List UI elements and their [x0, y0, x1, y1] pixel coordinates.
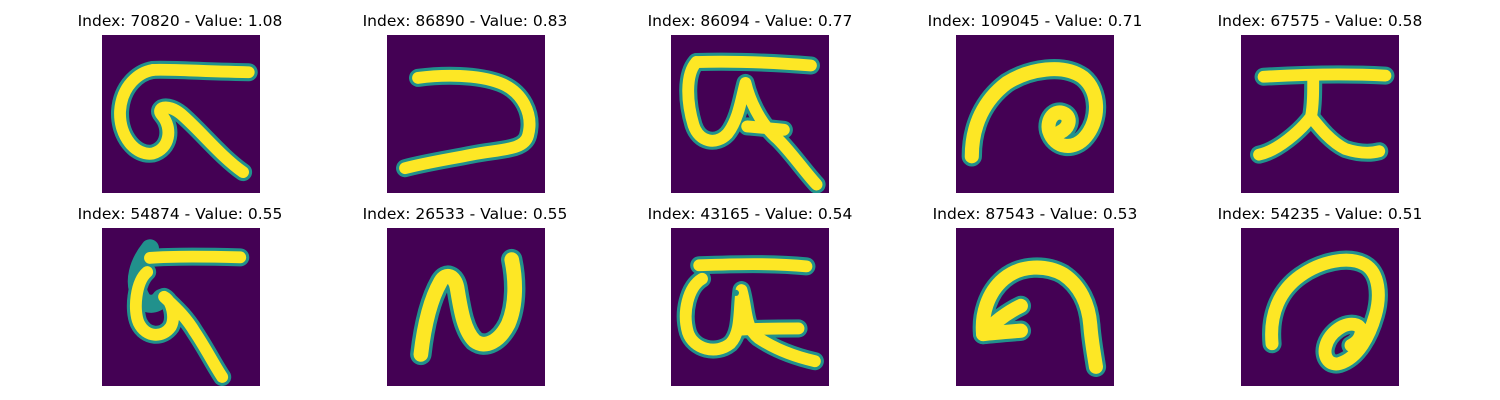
handwritten-glyph	[410, 248, 526, 366]
panel-title: Index: 54874 - Value: 0.55	[77, 205, 283, 223]
panel-title: Index: 87543 - Value: 0.53	[932, 205, 1138, 223]
character-image	[671, 35, 829, 193]
character-image	[956, 228, 1114, 386]
panel-title: Index: 43165 - Value: 0.54	[647, 205, 853, 223]
panel-2: Index: 86890 - Value: 0.83	[362, 12, 568, 194]
panel-1: Index: 70820 - Value: 1.08	[77, 12, 283, 194]
panel-3: Index: 86094 - Value: 0.77	[647, 12, 853, 194]
panel-title: Index: 86094 - Value: 0.77	[647, 12, 853, 30]
panel-title: Index: 26533 - Value: 0.55	[362, 205, 568, 223]
panel-6: Index: 54874 - Value: 0.55	[77, 205, 283, 387]
character-image	[387, 228, 545, 386]
character-image	[1241, 35, 1399, 193]
character-image	[102, 35, 260, 193]
panel-5: Index: 67575 - Value: 0.58	[1217, 12, 1423, 194]
panel-title: Index: 109045 - Value: 0.71	[927, 12, 1143, 30]
handwritten-glyph	[676, 255, 824, 371]
panel-8: Index: 43165 - Value: 0.54	[647, 205, 853, 387]
panel-title: Index: 67575 - Value: 0.58	[1217, 12, 1423, 30]
handwritten-glyph	[1250, 65, 1395, 164]
character-image	[1241, 228, 1399, 386]
handwritten-glyph	[972, 257, 1107, 377]
character-image	[956, 35, 1114, 193]
handwritten-glyph	[961, 59, 1107, 167]
character-image	[102, 228, 260, 386]
handwritten-glyph	[679, 52, 826, 193]
character-image	[671, 228, 829, 386]
panel-title: Index: 70820 - Value: 1.08	[77, 12, 283, 30]
panel-title: Index: 86890 - Value: 0.83	[362, 12, 568, 30]
panel-7: Index: 26533 - Value: 0.55	[362, 205, 568, 387]
panel-10: Index: 54235 - Value: 0.51	[1217, 205, 1423, 387]
panel-title: Index: 54235 - Value: 0.51	[1217, 205, 1423, 223]
panel-9: Index: 87543 - Value: 0.53	[932, 205, 1138, 387]
handwritten-glyph	[126, 239, 250, 386]
character-image	[387, 35, 545, 193]
handwritten-glyph	[1262, 250, 1388, 374]
panel-4: Index: 109045 - Value: 0.71	[928, 12, 1142, 194]
handwritten-glyph	[111, 60, 258, 182]
handwritten-glyph	[396, 66, 539, 178]
